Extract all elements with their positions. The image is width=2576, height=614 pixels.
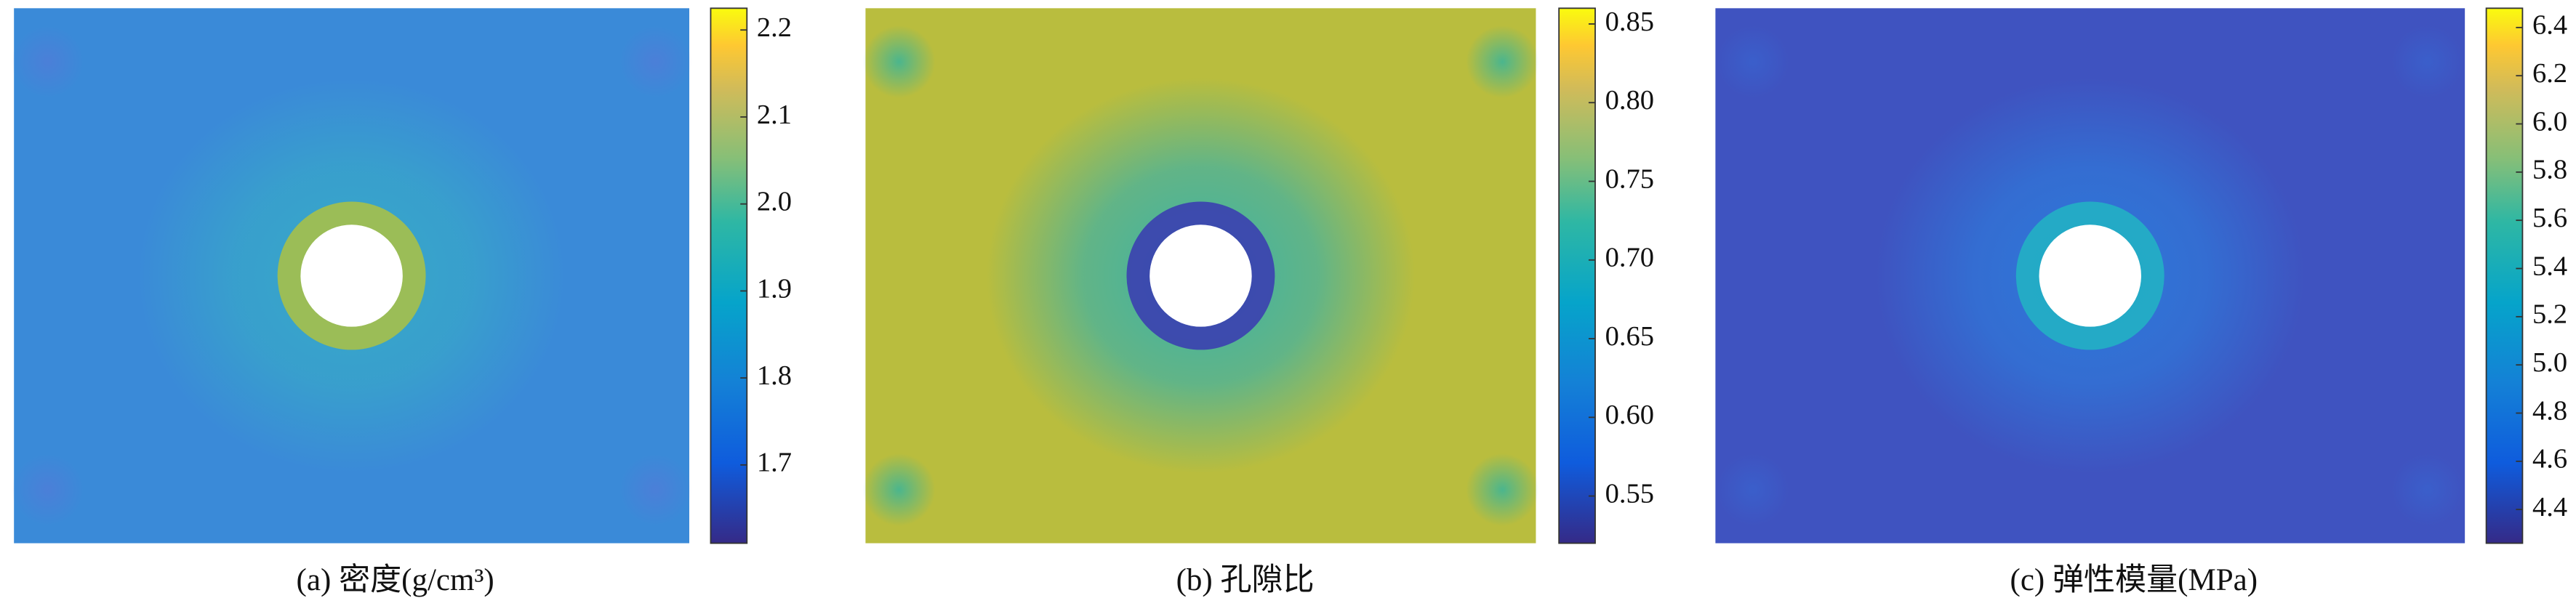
colorbar-tick-label: 0.75 [1605,163,1654,194]
colorbar-tick-label: 0.80 [1605,85,1654,116]
colorbar-tick-label: 1.9 [757,273,792,304]
colorbar-tick-label: 4.6 [2532,444,2567,474]
colorbar-tick-label: 6.0 [2532,106,2567,137]
colorbar-tick-label: 6.2 [2532,58,2567,89]
colorbar-tick-label: 4.8 [2532,395,2567,426]
field-spot [619,453,692,526]
colorbar [1558,7,1596,544]
colorbar-tick-label: 0.65 [1605,321,1654,352]
colorbar-tick-label: 0.70 [1605,243,1654,273]
field-spot [1466,453,1539,526]
colorbar [710,7,748,544]
hole [1149,225,1252,327]
field-spot [1717,25,1789,98]
colorbar-tick-label: 5.8 [2532,155,2567,185]
field-spot [1466,25,1539,98]
field-spot [11,25,84,98]
colorbar-tick-label: 1.7 [757,448,792,478]
colorbar-tick-label: 2.1 [757,100,792,130]
hole [2039,225,2141,327]
colorbar-tick-label: 0.55 [1605,478,1654,509]
colorbar-tick-label: 0.85 [1605,7,1654,37]
colorbar [2485,7,2524,544]
colorbar-tick-label: 1.8 [757,360,792,391]
field-spot [1717,453,1789,526]
colorbar-tick-label: 5.4 [2532,251,2567,281]
colorbar-tick-label: 2.0 [757,187,792,217]
colorbar-tick-label: 5.2 [2532,299,2567,330]
colorbar-tick-label: 2.2 [757,12,792,43]
field-spot [862,25,936,98]
field-spot [862,453,936,526]
colorbar-tick-label: 6.4 [2532,10,2567,41]
colorbar-tick-label: 4.4 [2532,492,2567,522]
colorbar-tick-label: 5.6 [2532,203,2567,233]
caption: (b) 孔隙比 [1176,563,1315,597]
field-spot [11,453,84,526]
caption: (a) 密度(g/cm³) [297,562,494,597]
colorbar-tick-label: 5.0 [2532,347,2567,378]
caption: (c) 弹性模量(MPa) [2010,563,2258,597]
field-spot [2391,453,2464,526]
hole [300,225,403,327]
colorbar-tick-label: 0.60 [1605,400,1654,430]
field-spot [619,25,692,98]
field-spot [2391,25,2464,98]
